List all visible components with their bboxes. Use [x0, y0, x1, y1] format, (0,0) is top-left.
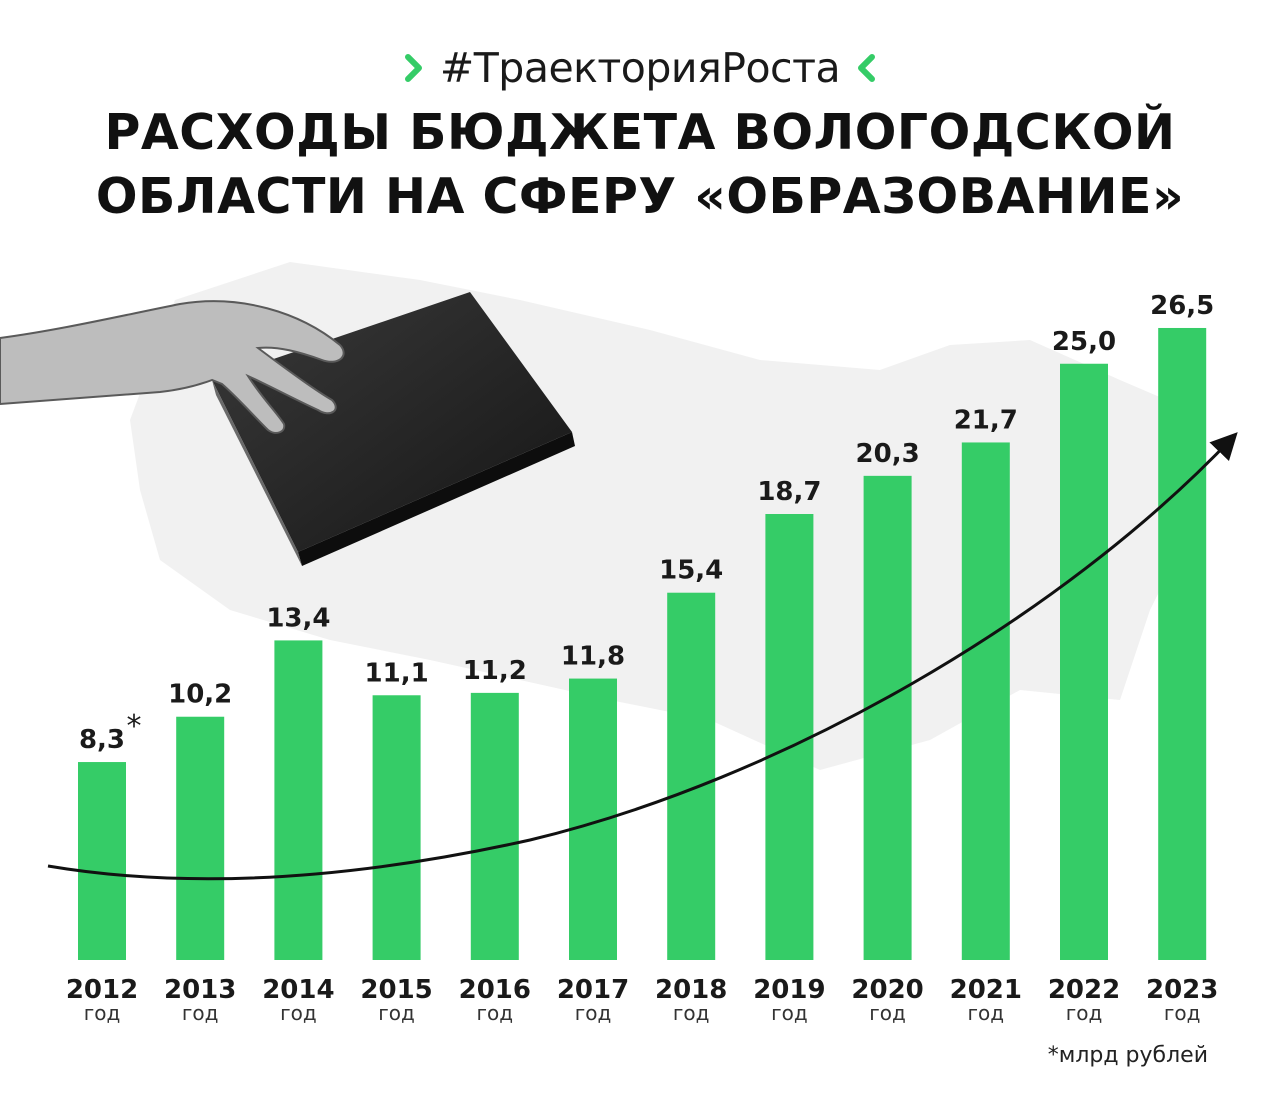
x-tick-sublabel: год — [968, 1001, 1005, 1025]
x-tick-sublabel: год — [673, 1001, 710, 1025]
bar-2016 — [470, 692, 519, 960]
x-tick-year-2016: 2016 — [459, 975, 531, 1005]
value-label-2023: 26,5 — [1150, 291, 1214, 321]
x-tick-year-2013: 2013 — [164, 975, 236, 1005]
x-tick-sublabel: год — [771, 1001, 808, 1025]
x-tick-year-2018: 2018 — [655, 975, 727, 1005]
chart-title-line-2: ОБЛАСТИ НА СФЕРУ «ОБРАЗОВАНИЕ» — [95, 168, 1185, 225]
bar-2022 — [1060, 363, 1108, 960]
hashtag-row: #ТраекторияРоста — [0, 38, 1280, 98]
hand-on-book-illustration — [0, 292, 575, 566]
value-label-2017: 11,8 — [561, 642, 625, 672]
x-tick-sublabel: год — [84, 1001, 121, 1025]
chevron-left-icon — [856, 53, 876, 83]
bar-2019 — [765, 514, 814, 960]
x-tick-sublabel: год — [477, 1001, 514, 1025]
hashtag-text: #ТраекторияРоста — [439, 44, 841, 92]
x-tick-year-2012: 2012 — [66, 975, 138, 1005]
x-tick-year-2020: 2020 — [851, 975, 923, 1005]
x-tick-year-2023: 2023 — [1146, 975, 1218, 1005]
value-label-2021: 21,7 — [954, 405, 1018, 435]
value-label-2015: 11,1 — [365, 658, 429, 688]
unit-footnote: *млрд рублей — [1047, 1043, 1208, 1068]
asterisk-marker: * — [127, 709, 142, 744]
bar-2012 — [78, 762, 126, 960]
x-tick-sublabel: год — [182, 1001, 219, 1025]
x-tick-year-2015: 2015 — [360, 975, 432, 1005]
x-tick-year-2014: 2014 — [262, 975, 334, 1005]
x-tick-year-2017: 2017 — [557, 975, 629, 1005]
value-label-2014: 13,4 — [266, 603, 330, 633]
chart-title-line-1: РАСХОДЫ БЮДЖЕТА ВОЛОГОДСКОЙ — [104, 104, 1176, 161]
x-axis-labels-group: 2012год2013год2014год2015год2016год2017г… — [66, 975, 1219, 1025]
bar-2023 — [1158, 327, 1207, 961]
value-label-2022: 25,0 — [1052, 327, 1116, 357]
value-labels-group: 8,3 * 10,2 13,4 11,1 11,2 11,8 15,4 18,7 20,3 21,7… — [79, 291, 1214, 755]
trend-arrow — [47, 432, 1238, 881]
bars-group — [78, 327, 1207, 961]
bar-2015 — [372, 695, 421, 960]
x-tick-sublabel: год — [575, 1001, 612, 1025]
x-tick-sublabel: год — [280, 1001, 317, 1025]
chevron-right-icon — [404, 53, 424, 83]
value-label-2016: 11,2 — [463, 656, 527, 686]
bar-2018 — [667, 592, 716, 960]
x-tick-year-2019: 2019 — [753, 975, 825, 1005]
bar-2020 — [863, 475, 912, 960]
bar-2021 — [961, 442, 1010, 961]
x-tick-sublabel: год — [1066, 1001, 1103, 1025]
bar-2014 — [274, 640, 323, 960]
value-label-2018: 15,4 — [659, 556, 723, 586]
x-tick-sublabel: год — [869, 1001, 906, 1025]
x-tick-sublabel: год — [1164, 1001, 1201, 1025]
x-tick-year-2022: 2022 — [1048, 975, 1120, 1005]
value-label-2012: 8,3 — [79, 725, 125, 755]
x-tick-sublabel: год — [378, 1001, 415, 1025]
value-label-2013: 10,2 — [168, 680, 232, 710]
x-tick-year-2021: 2021 — [950, 975, 1022, 1005]
bar-2013 — [176, 716, 225, 960]
value-label-2019: 18,7 — [757, 477, 821, 507]
value-label-2020: 20,3 — [856, 439, 920, 469]
